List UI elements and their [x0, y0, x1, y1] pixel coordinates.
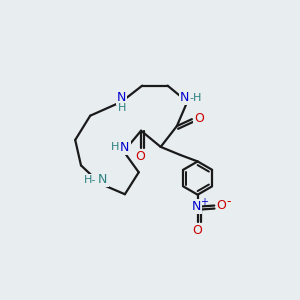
Text: H: H	[118, 103, 126, 113]
Text: H-: H-	[84, 175, 96, 185]
Text: N: N	[180, 91, 190, 104]
Text: O: O	[136, 150, 146, 163]
Text: N: N	[120, 141, 130, 154]
Text: N: N	[192, 200, 201, 213]
Text: N: N	[117, 91, 126, 104]
Text: -: -	[226, 195, 230, 208]
Text: +: +	[200, 196, 208, 207]
Text: N: N	[98, 173, 108, 186]
Text: O: O	[217, 199, 226, 212]
Text: -H: -H	[190, 93, 202, 103]
Text: O: O	[193, 224, 202, 237]
Text: O: O	[194, 112, 204, 124]
Text: H: H	[111, 142, 119, 152]
